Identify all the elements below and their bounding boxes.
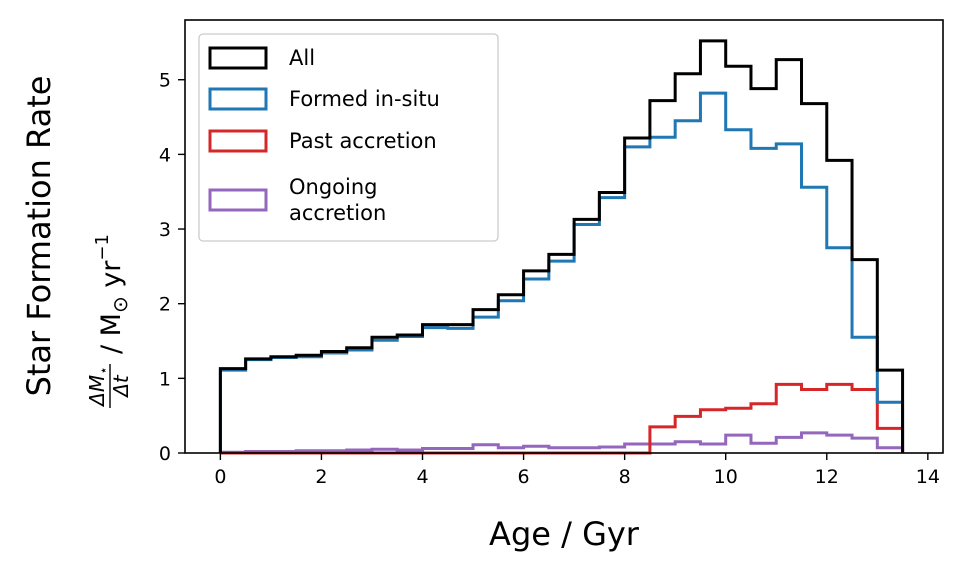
x-tick-label: 10 bbox=[714, 466, 738, 488]
x-tick-label: 12 bbox=[815, 466, 839, 488]
series-ongoing-accretion bbox=[218, 431, 905, 454]
x-tick-label: 6 bbox=[518, 466, 530, 488]
x-tick-label: 0 bbox=[214, 466, 226, 488]
y-tick-label: 5 bbox=[159, 70, 171, 92]
y-axis-title: Star Formation Rate bbox=[20, 76, 58, 397]
x-tick-label: 2 bbox=[315, 466, 327, 488]
axes-frame bbox=[184, 19, 944, 454]
y-axis-unit-text: / M⊙ yr−1 bbox=[92, 234, 132, 354]
x-axis-title: Age / Gyr bbox=[489, 515, 640, 553]
legend-swatch-ongoing-accretion bbox=[208, 188, 268, 212]
legend-swatch-past-accretion bbox=[208, 129, 268, 153]
legend-box bbox=[198, 33, 499, 242]
legend-label-all: All bbox=[289, 46, 315, 70]
x-axis-ticks: 0 2 4 6 8 10 12 14 bbox=[214, 453, 940, 488]
legend-swatch-all bbox=[208, 46, 268, 70]
y-tick-label: 1 bbox=[159, 368, 171, 390]
legend-swatch-formed-in-situ bbox=[208, 87, 268, 111]
x-tick-label: 14 bbox=[916, 466, 940, 488]
y-tick-label: 3 bbox=[159, 219, 171, 241]
fraction-denominator: Δt bbox=[109, 374, 133, 399]
series-past-accretion bbox=[220, 382, 905, 455]
y-axis-ticks: 0 1 2 3 4 5 bbox=[159, 70, 185, 465]
fraction-numerator: ΔM⋆ bbox=[85, 366, 112, 408]
series-all bbox=[218, 39, 905, 453]
legend-label-past-accretion: Past accretion bbox=[289, 129, 437, 153]
legend-label-formed-in-situ: Formed in-situ bbox=[289, 87, 440, 111]
legend-label-ongoing-accretion: Ongoing accretion bbox=[289, 175, 386, 225]
x-tick-label: 4 bbox=[416, 466, 428, 488]
y-tick-label: 4 bbox=[159, 144, 171, 166]
y-tick-label: 0 bbox=[159, 443, 171, 465]
y-axis-fraction: ΔM⋆ Δt bbox=[85, 364, 133, 408]
y-tick-label: 2 bbox=[159, 294, 171, 316]
x-tick-label: 8 bbox=[619, 466, 631, 488]
legend: All Formed in-situ Past accretion Ongoing ac… bbox=[198, 33, 499, 242]
y-axis-units: ΔM⋆ Δt / M⊙ yr−1 bbox=[85, 234, 133, 408]
